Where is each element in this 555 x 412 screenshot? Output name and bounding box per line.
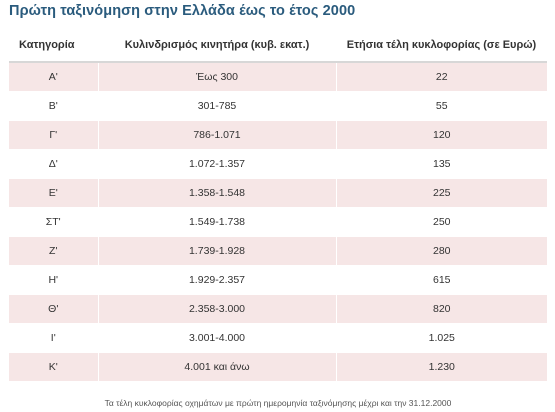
cell-engine-capacity: 3.001-4.000 (98, 323, 337, 353)
page-title: Πρώτη ταξινόμηση στην Ελλάδα έως το έτος… (9, 3, 356, 19)
table-row: ΣΤ' 1.549-1.738 250 (9, 207, 547, 237)
cell-engine-capacity: 4.001 και άνω (98, 352, 337, 381)
cell-engine-capacity: 1.358-1.548 (98, 178, 337, 208)
cell-category: Ζ' (9, 236, 99, 266)
table-body: Α' Έως 300 22 Β' 301-785 55 Γ' 786-1.071 120 Δ' 1.… (9, 61, 547, 381)
table-row: Β' 301-785 55 (9, 91, 547, 121)
header-category: Κατηγορία (9, 29, 98, 63)
table-row: Γ' 786-1.071 120 (9, 120, 547, 150)
cell-annual-fee: 225 (336, 178, 547, 208)
cell-category: ΣΤ' (9, 207, 99, 237)
table-row: Ζ' 1.739-1.928 280 (9, 236, 547, 266)
cell-engine-capacity: 1.549-1.738 (98, 207, 337, 237)
cell-category: Ι' (9, 323, 99, 353)
cell-annual-fee: 250 (336, 207, 547, 237)
table-row: Δ' 1.072-1.357 135 (9, 149, 547, 179)
cell-annual-fee: 1.025 (336, 323, 547, 353)
cell-engine-capacity: 786-1.071 (98, 120, 337, 150)
cell-engine-capacity: 1.929-2.357 (98, 265, 337, 295)
table-row: Ι' 3.001-4.000 1.025 (9, 323, 547, 353)
cell-annual-fee: 120 (336, 120, 547, 150)
cell-annual-fee: 615 (336, 265, 547, 295)
table-row: Ε' 1.358-1.548 225 (9, 178, 547, 208)
cell-annual-fee: 280 (336, 236, 547, 266)
table-row: Η' 1.929-2.357 615 (9, 265, 547, 295)
header-row: Κατηγορία Κυλινδρισμός κινητήρα (κυβ. εκ… (9, 29, 547, 63)
road-tax-table: Κατηγορία Κυλινδρισμός κινητήρα (κυβ. εκ… (9, 29, 547, 381)
tax-table-container: Κατηγορία Κυλινδρισμός κινητήρα (κυβ. εκ… (9, 29, 547, 381)
cell-category: Δ' (9, 149, 99, 179)
table-header: Κατηγορία Κυλινδρισμός κινητήρα (κυβ. εκ… (9, 29, 547, 63)
cell-annual-fee: 135 (336, 149, 547, 179)
cell-engine-capacity: 2.358-3.000 (98, 294, 337, 324)
cell-engine-capacity: Έως 300 (98, 61, 337, 92)
cell-engine-capacity: 1.072-1.357 (98, 149, 337, 179)
cell-category: Η' (9, 265, 99, 295)
cell-annual-fee: 55 (336, 91, 547, 121)
cell-category: Θ' (9, 294, 99, 324)
cell-category: Ε' (9, 178, 99, 208)
cell-annual-fee: 820 (336, 294, 547, 324)
cell-annual-fee: 1.230 (336, 352, 547, 381)
table-row: Α' Έως 300 22 (9, 61, 547, 92)
cell-engine-capacity: 301-785 (98, 91, 337, 121)
header-engine-capacity: Κυλινδρισμός κινητήρα (κυβ. εκατ.) (98, 29, 336, 63)
cell-engine-capacity: 1.739-1.928 (98, 236, 337, 266)
table-row: Θ' 2.358-3.000 820 (9, 294, 547, 324)
cell-category: Κ' (9, 352, 99, 381)
cell-category: Β' (9, 91, 99, 121)
table-row: Κ' 4.001 και άνω 1.230 (9, 352, 547, 381)
cell-category: Γ' (9, 120, 99, 150)
cell-annual-fee: 22 (336, 61, 547, 92)
footnote: Τα τέλη κυκλοφορίας οχημάτων με πρώτη ημ… (104, 398, 452, 408)
header-annual-fee: Ετήσια τέλη κυκλοφορίας (σε Ευρώ) (336, 29, 547, 63)
cell-category: Α' (9, 61, 99, 92)
